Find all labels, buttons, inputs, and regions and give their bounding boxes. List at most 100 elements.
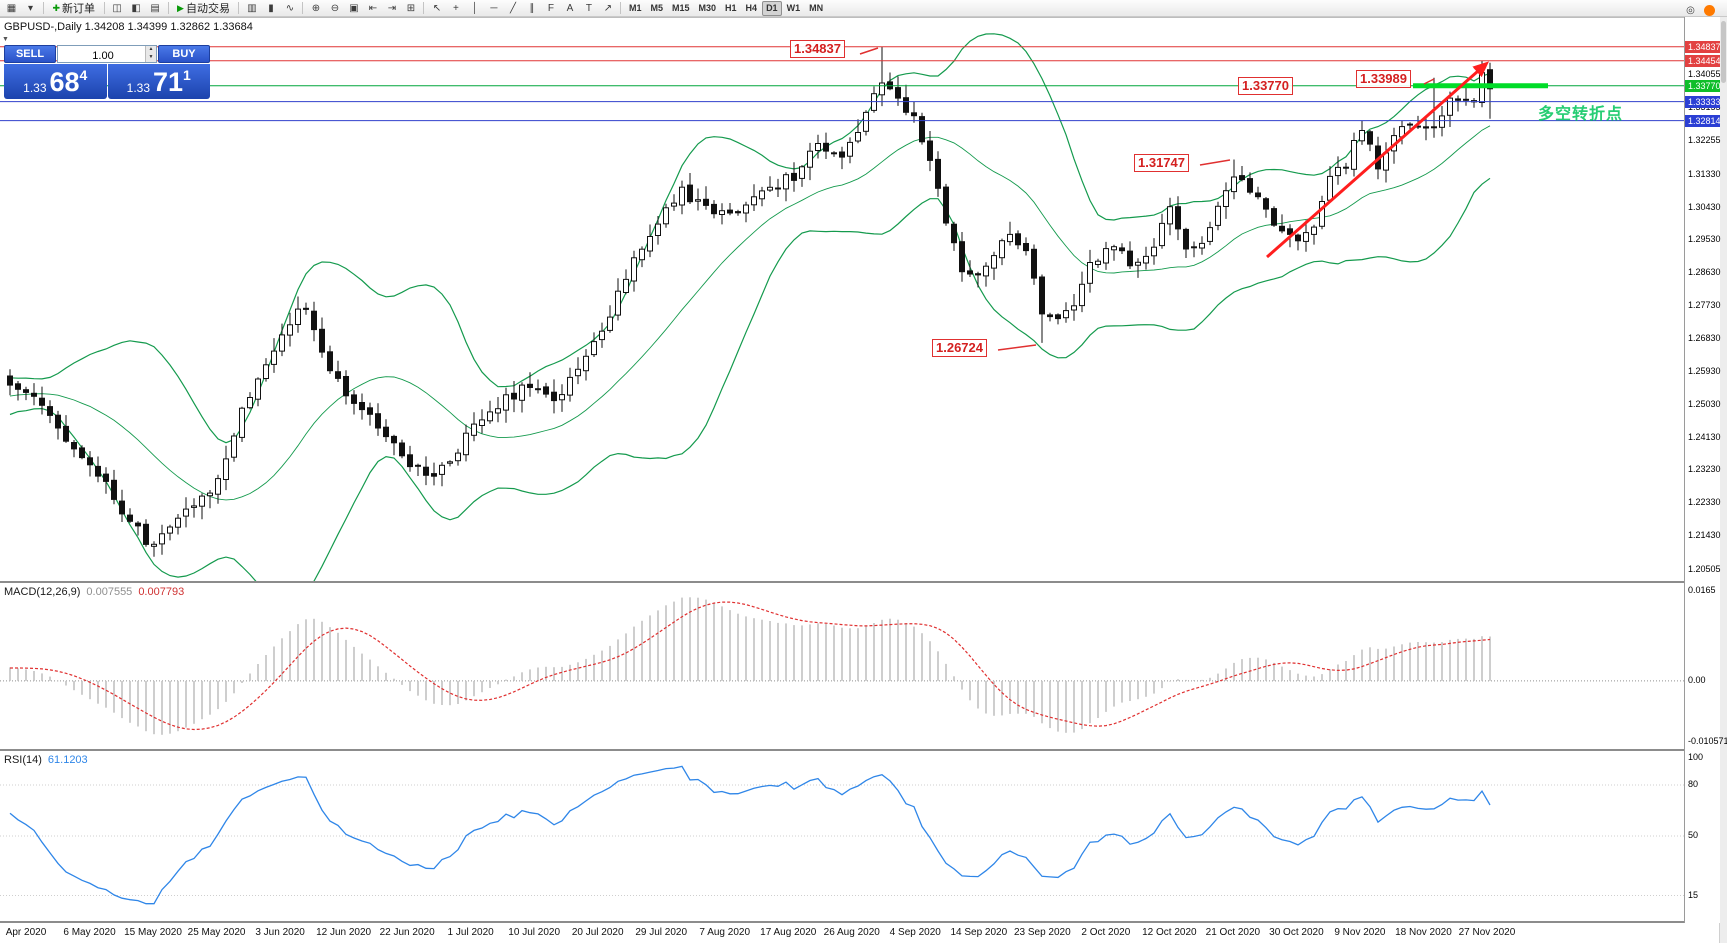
- timeframe-button-m15[interactable]: M15: [672, 2, 690, 13]
- community-icon[interactable]: ◎: [1686, 5, 1695, 16]
- rsi-subwindow[interactable]: [0, 751, 1684, 921]
- buy-price-big: 71: [153, 66, 184, 97]
- status-orange-icon[interactable]: [1704, 5, 1715, 16]
- indicators-icon[interactable]: ⊞: [406, 2, 416, 14]
- date-label: 14 Sep 2020: [950, 927, 1008, 938]
- sell-price-pane[interactable]: 1.33 68 4: [4, 64, 107, 99]
- zoom-out-icon[interactable]: ⊖: [330, 2, 340, 14]
- callout-tick: [859, 47, 879, 55]
- price-callout[interactable]: 1.31747: [1134, 154, 1189, 172]
- auto-trading-button[interactable]: ▶ 自动交易: [177, 2, 230, 16]
- price-tick-label: 1.23230: [1688, 464, 1721, 475]
- new-chart-icon[interactable]: ▦: [6, 2, 17, 14]
- cursor-icon[interactable]: ↖: [432, 2, 442, 14]
- one-click-trading-panel: SELL ▲ ▼ BUY 1.33 68 4 1.33 71 1: [4, 45, 210, 99]
- market-watch-icon[interactable]: ◫: [112, 2, 122, 14]
- volume-input[interactable]: [58, 47, 148, 65]
- price-tag: 1.34837: [1685, 40, 1721, 53]
- toolbar-separator: [620, 2, 622, 14]
- navigator-icon[interactable]: ◧: [131, 2, 141, 14]
- crosshair-icon[interactable]: +: [453, 2, 459, 14]
- bollinger-bands: [9, 33, 1491, 581]
- price-callout[interactable]: 1.33989: [1356, 70, 1411, 88]
- price-tick-label: 1.29530: [1688, 234, 1721, 245]
- date-label: 9 Nov 2020: [1334, 927, 1386, 938]
- scrollbar-thumb[interactable]: [1721, 21, 1726, 83]
- trendline-icon[interactable]: ╱: [509, 2, 516, 14]
- horizontal-line-icon[interactable]: ─: [490, 2, 498, 14]
- timeframe-button-m5[interactable]: M5: [650, 2, 663, 13]
- toolbar-separator: [423, 2, 425, 14]
- date-label: 29 Jul 2020: [635, 927, 688, 938]
- date-label: 25 May 2020: [187, 927, 246, 938]
- toolbar-right-group: ◎: [1681, 2, 1715, 19]
- date-label: 7 Aug 2020: [699, 927, 751, 938]
- timeframe-button-mn[interactable]: MN: [809, 2, 824, 13]
- tile-windows-icon[interactable]: ▣: [349, 2, 359, 14]
- buy-button[interactable]: BUY: [158, 45, 210, 63]
- timeframe-button-m1[interactable]: M1: [628, 2, 642, 13]
- zoom-in-icon[interactable]: ⊕: [311, 2, 321, 14]
- price-tag: 1.34454: [1685, 54, 1721, 67]
- text-icon[interactable]: A: [566, 2, 574, 14]
- date-label: 20 Jul 2020: [571, 927, 624, 938]
- chart-shift-icon[interactable]: ⇤: [368, 2, 378, 14]
- price-tick-label: 1.25930: [1688, 365, 1721, 376]
- date-label: 12 Jun 2020: [316, 927, 372, 938]
- channel-icon[interactable]: ∥: [529, 2, 535, 14]
- arrows-icon[interactable]: ↗: [603, 2, 613, 14]
- macd-signal-line: [10, 601, 1491, 731]
- date-label: 26 Aug 2020: [823, 927, 880, 938]
- line-chart-icon[interactable]: ∿: [285, 2, 295, 14]
- buy-price-sup: 1: [183, 67, 191, 83]
- callout-tick: [997, 344, 1037, 351]
- volume-down-icon[interactable]: ▼: [145, 54, 156, 62]
- toolbar-separator: [238, 2, 240, 14]
- buy-price-pane[interactable]: 1.33 71 1: [107, 64, 210, 99]
- auto-scroll-icon[interactable]: ⇥: [387, 2, 397, 14]
- price-callout[interactable]: 1.26724: [932, 339, 987, 357]
- macd-axis-bottom: -0.010571: [1688, 736, 1727, 746]
- price-tick-label: 1.27730: [1688, 300, 1721, 311]
- profiles-icon[interactable]: ▾: [27, 2, 34, 14]
- candles-layer: [7, 46, 1493, 557]
- price-tag: 1.32814: [1685, 114, 1721, 127]
- candlestick-chart-icon[interactable]: ▮: [268, 2, 274, 14]
- volume-up-icon[interactable]: ▲: [145, 46, 156, 54]
- price-chart[interactable]: [0, 17, 1684, 581]
- vertical-line-icon[interactable]: │: [471, 2, 479, 14]
- price-callout[interactable]: 1.34837: [790, 40, 845, 58]
- bar-chart-icon[interactable]: ▥: [247, 2, 257, 14]
- label-icon[interactable]: T: [585, 2, 593, 14]
- date-label: 27 Nov 2020: [1458, 927, 1516, 938]
- price-tick-label: 1.31330: [1688, 168, 1721, 179]
- rsi-axis-label: 80: [1688, 779, 1699, 789]
- toolbar-separator: [103, 2, 105, 14]
- timeframe-button-h1[interactable]: H1: [725, 2, 737, 13]
- price-scale[interactable]: 0.0165 0.00 -0.010571 100 80 50 15 1.34055 1.…: [1684, 17, 1727, 923]
- sell-price-small: 1.33: [23, 81, 47, 95]
- toolbar-separator: [43, 2, 44, 14]
- bull-bear-turning-point-text[interactable]: 多空转折点: [1538, 106, 1624, 123]
- timeframe-button-m30[interactable]: M30: [698, 2, 717, 13]
- sell-button[interactable]: SELL: [4, 45, 56, 63]
- new-order-button[interactable]: ✚ 新订单: [52, 2, 96, 16]
- timeframe-button-h4[interactable]: H4: [745, 2, 758, 13]
- date-label: 15 May 2020: [124, 927, 182, 938]
- price-tick-label: 1.26830: [1688, 333, 1721, 344]
- splitter-macd-rsi[interactable]: [0, 749, 1684, 751]
- fibonacci-icon[interactable]: F: [547, 2, 555, 14]
- vertical-scrollbar[interactable]: [1719, 17, 1727, 943]
- macd-subwindow[interactable]: [0, 583, 1684, 749]
- splitter-main-macd[interactable]: [0, 581, 1684, 583]
- timeframe-button-d1[interactable]: D1: [762, 0, 782, 16]
- price-tag: 1.33333: [1685, 95, 1721, 108]
- macd-value-signal: 0.007793: [138, 586, 185, 598]
- trend-line[interactable]: [1266, 61, 1490, 259]
- price-callout[interactable]: 1.33770: [1238, 77, 1293, 95]
- one-click-toggle-icon[interactable]: ▼: [2, 36, 9, 43]
- terminal-icon[interactable]: ▤: [150, 2, 160, 14]
- splitter-rsi-dates[interactable]: [0, 921, 1684, 923]
- time-scale[interactable]: Apr 2020 6 May 2020 15 May 2020 25 May 2020…: [0, 923, 1684, 943]
- timeframe-button-w1[interactable]: W1: [786, 2, 801, 13]
